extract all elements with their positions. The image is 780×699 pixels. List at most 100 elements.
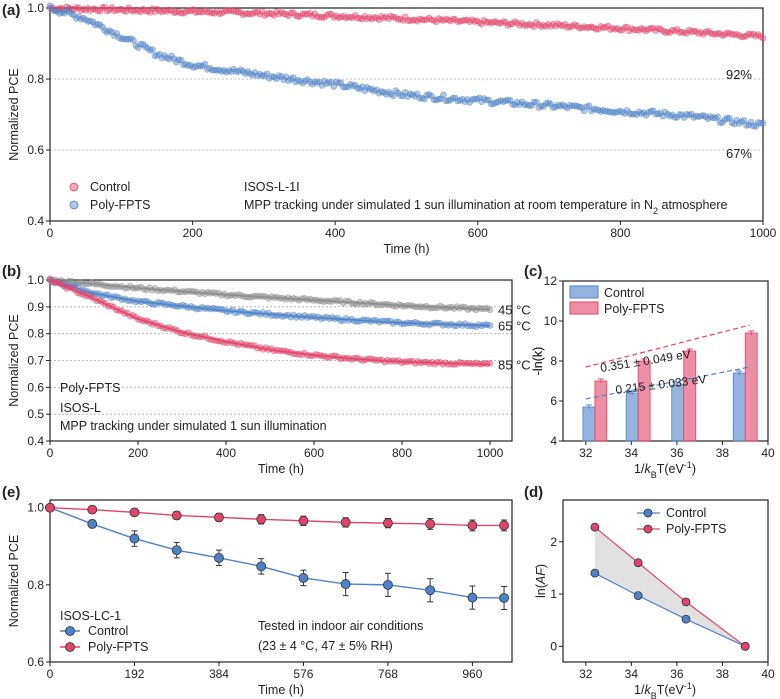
data-point [621,24,628,31]
data-point [449,94,457,102]
y-tick-label: 0.6 [27,655,44,669]
data-point [359,15,366,23]
data-point [242,10,249,17]
x-tick-label: 600 [468,226,488,240]
data-point [344,13,352,21]
data-point [723,114,731,122]
plot-frame [49,7,764,222]
legend-label-control: Control [604,286,644,300]
data-point [220,7,228,15]
y-tick-label: 0.4 [27,214,44,228]
y-tick-label: 8 [550,354,557,368]
data-point [709,114,717,121]
fit-line [49,279,491,327]
data-point [647,107,655,115]
legend-marker-poly [643,524,653,534]
data-point [592,106,600,113]
panel-label-d: (d) [524,484,543,501]
y-tick-label: 1.0 [27,501,44,515]
data-point [158,54,166,62]
x-tick-label: 40 [761,446,775,460]
x-axis-label: Time (h) [258,683,304,697]
data-point [204,8,211,16]
data-point [671,114,679,121]
data-point [394,16,402,23]
y-tick-label: 0 [550,639,557,653]
y-axis-label: -ln(k) [531,347,545,375]
data-point [175,56,183,63]
data-point [709,30,717,38]
data-point [750,122,757,130]
data-point [521,101,528,108]
data-point [633,558,643,568]
data-point [592,25,600,33]
data-point [340,83,347,91]
data-point [180,61,187,69]
data-point [194,62,202,69]
data-point [185,7,192,14]
fit-line [49,279,491,311]
data-point [214,552,224,563]
y-tick-label: 1.0 [27,273,44,287]
data-point [697,112,705,120]
data-point [499,520,509,531]
annotation-material: Poly-FPTS [60,381,120,395]
panel-label-e: (e) [2,484,20,501]
data-point [759,120,767,127]
data-point [454,18,462,25]
data-point [440,91,447,99]
x-tick-label: 384 [209,667,229,681]
data-point [590,522,600,532]
bar [637,360,651,442]
chart-panel-e: 0 192 384 576 768 960 0.6 0.8 1.0 Time (h) Normali… [7,499,513,697]
data-point [421,95,428,103]
data-point [731,31,738,38]
data-point [340,517,351,528]
data-point [256,514,267,525]
y-tick-label: 10 [544,314,558,328]
data-point [311,78,318,86]
data-point [471,95,478,103]
data-point [578,104,586,111]
data-point [399,92,407,100]
data-point [590,105,597,113]
data-point [418,16,426,23]
data-point [526,102,533,109]
data-point [700,31,707,38]
data-point [552,22,559,30]
data-point [399,17,407,24]
data-point [123,35,130,43]
chart-panel-a: 0 200 400 600 800 1000 0.4 0.6 0.8 1.0 Time (h) Nor… [7,1,777,256]
data-point [301,10,309,18]
data-point [366,85,373,93]
data-point [602,107,609,115]
data-point [757,119,764,127]
data-point [499,593,509,603]
x-axis-label: Time (h) [258,462,304,476]
x-tick-label: 1000 [750,226,777,240]
data-point [129,507,140,518]
data-point [397,92,404,99]
bar [671,384,685,442]
data-point [740,641,750,651]
data-point [409,16,416,24]
data-point [404,17,411,24]
data-point [227,68,235,75]
data-point [149,46,156,53]
x-tick-label: 200 [128,446,148,460]
y-tick-label: 0.4 [27,434,44,448]
y-tick-label: 12 [544,274,558,288]
x-tick-label: 32 [579,667,593,681]
end-label-poly: 67% [726,146,752,161]
data-point [273,8,280,15]
data-point [316,78,323,86]
panel-label-a: (a) [2,2,20,19]
y-tick-label: 0.6 [27,143,44,157]
data-point [759,34,767,42]
data-point [568,102,576,110]
data-point [611,25,619,33]
data-point [99,23,106,31]
bar [625,392,639,442]
data-point [428,16,435,24]
